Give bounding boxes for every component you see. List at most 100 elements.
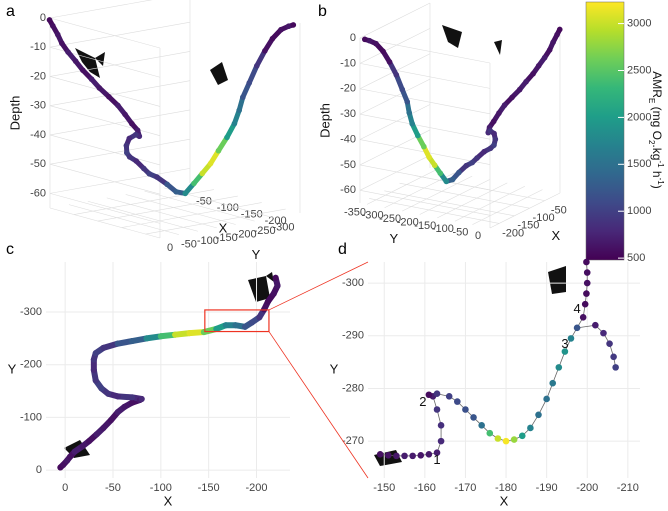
z-tick-label: -30 bbox=[340, 108, 356, 120]
x-axis-title: X bbox=[219, 221, 228, 236]
colorbar-title-part: (mg O bbox=[650, 103, 664, 140]
grid-line bbox=[359, 88, 491, 115]
annotation: 2 bbox=[419, 394, 426, 409]
track-point bbox=[509, 94, 515, 101]
panel-label: d bbox=[338, 241, 347, 258]
x-tick-label: 0 bbox=[62, 482, 68, 494]
zoom-box bbox=[204, 309, 270, 333]
z-tick-label: -30 bbox=[30, 100, 46, 112]
y-tick-label: -150 bbox=[216, 232, 238, 244]
grid-line bbox=[68, 204, 179, 235]
track-point bbox=[366, 37, 373, 44]
grid-line bbox=[399, 182, 530, 209]
y-axis-title: Y bbox=[252, 247, 261, 262]
track-point bbox=[254, 63, 260, 69]
track-point bbox=[433, 449, 441, 457]
track-point bbox=[487, 145, 494, 152]
x-tick-label: -150 bbox=[198, 482, 220, 494]
track-point bbox=[246, 80, 253, 86]
track-point bbox=[114, 340, 121, 347]
track-point bbox=[373, 40, 379, 47]
track-point bbox=[114, 409, 121, 416]
track-point bbox=[380, 48, 386, 55]
colorbar-title-part: AMR bbox=[650, 71, 664, 98]
track-point bbox=[606, 340, 613, 347]
track-point bbox=[543, 395, 550, 403]
y-axis-title: Y bbox=[8, 361, 17, 376]
track-point bbox=[556, 26, 563, 33]
track-point bbox=[445, 393, 453, 400]
track-point bbox=[490, 118, 497, 125]
track-point bbox=[454, 398, 461, 405]
grid-line bbox=[49, 138, 191, 165]
track-segment bbox=[246, 63, 260, 86]
track-point bbox=[449, 176, 456, 183]
track-point bbox=[186, 330, 193, 337]
fish-icon bbox=[75, 48, 105, 78]
z-tick-label: -40 bbox=[340, 133, 356, 145]
x-tick-label: -200 bbox=[576, 482, 598, 494]
track-point bbox=[248, 319, 255, 326]
fish-icon bbox=[248, 272, 274, 302]
track-point bbox=[443, 178, 450, 185]
x-tick-label: -50 bbox=[105, 482, 121, 494]
track-point bbox=[199, 170, 206, 177]
track-point bbox=[362, 36, 368, 43]
track-point bbox=[96, 85, 103, 91]
grid-line bbox=[359, 28, 431, 64]
track-point bbox=[138, 395, 145, 402]
track-point bbox=[554, 31, 560, 38]
colorbar-tick-label: 500 bbox=[627, 252, 645, 264]
track-point bbox=[222, 322, 229, 329]
grid-line bbox=[366, 169, 438, 205]
z-tick-label: -10 bbox=[30, 41, 46, 53]
track-point bbox=[224, 134, 230, 141]
track-point bbox=[93, 431, 100, 438]
grid-line bbox=[359, 63, 491, 89]
track-point bbox=[191, 180, 197, 187]
track-point bbox=[437, 437, 445, 445]
grid-line bbox=[121, 202, 262, 228]
track-point bbox=[530, 70, 536, 77]
track-point bbox=[173, 189, 179, 195]
colorbar-title-part: -1 bbox=[656, 160, 665, 168]
track-point bbox=[215, 147, 222, 154]
z-tick-label: -20 bbox=[30, 70, 46, 82]
x-tick-label: -100 bbox=[533, 212, 555, 224]
x-tick-label: -100 bbox=[150, 482, 172, 494]
grid-line bbox=[49, 134, 161, 166]
x-tick-label: -150 bbox=[373, 482, 395, 494]
grid-line bbox=[49, 0, 153, 19]
track-point bbox=[72, 58, 79, 64]
track-point bbox=[462, 406, 469, 413]
track-point bbox=[92, 377, 99, 384]
grid-line bbox=[49, 21, 191, 48]
x-tick-label: -150 bbox=[241, 208, 263, 220]
grid-line bbox=[49, 17, 161, 49]
track-point bbox=[573, 324, 581, 332]
track-point bbox=[406, 109, 413, 116]
y-tick-label: -150 bbox=[414, 220, 436, 232]
track-point bbox=[154, 174, 160, 180]
track-point bbox=[231, 120, 238, 127]
y-tick-label: -100 bbox=[432, 223, 454, 235]
track-point bbox=[417, 452, 425, 459]
track-point bbox=[264, 298, 271, 305]
track-point bbox=[100, 424, 107, 431]
track-point bbox=[579, 314, 587, 321]
grid-line bbox=[384, 190, 515, 217]
track-point bbox=[376, 450, 384, 458]
grid-line bbox=[49, 109, 191, 136]
track-point bbox=[60, 461, 67, 468]
x-tick-label: -50 bbox=[551, 205, 567, 217]
track-point bbox=[122, 111, 128, 118]
track-point bbox=[612, 364, 619, 371]
track-point bbox=[86, 438, 93, 445]
annotation: 4 bbox=[574, 301, 581, 316]
track-point bbox=[240, 94, 246, 101]
z-tick-label: -40 bbox=[30, 129, 46, 141]
x-tick-label: -50 bbox=[196, 195, 212, 207]
track-point bbox=[431, 162, 438, 169]
track-point bbox=[100, 344, 107, 351]
zoom-connector bbox=[268, 261, 369, 311]
